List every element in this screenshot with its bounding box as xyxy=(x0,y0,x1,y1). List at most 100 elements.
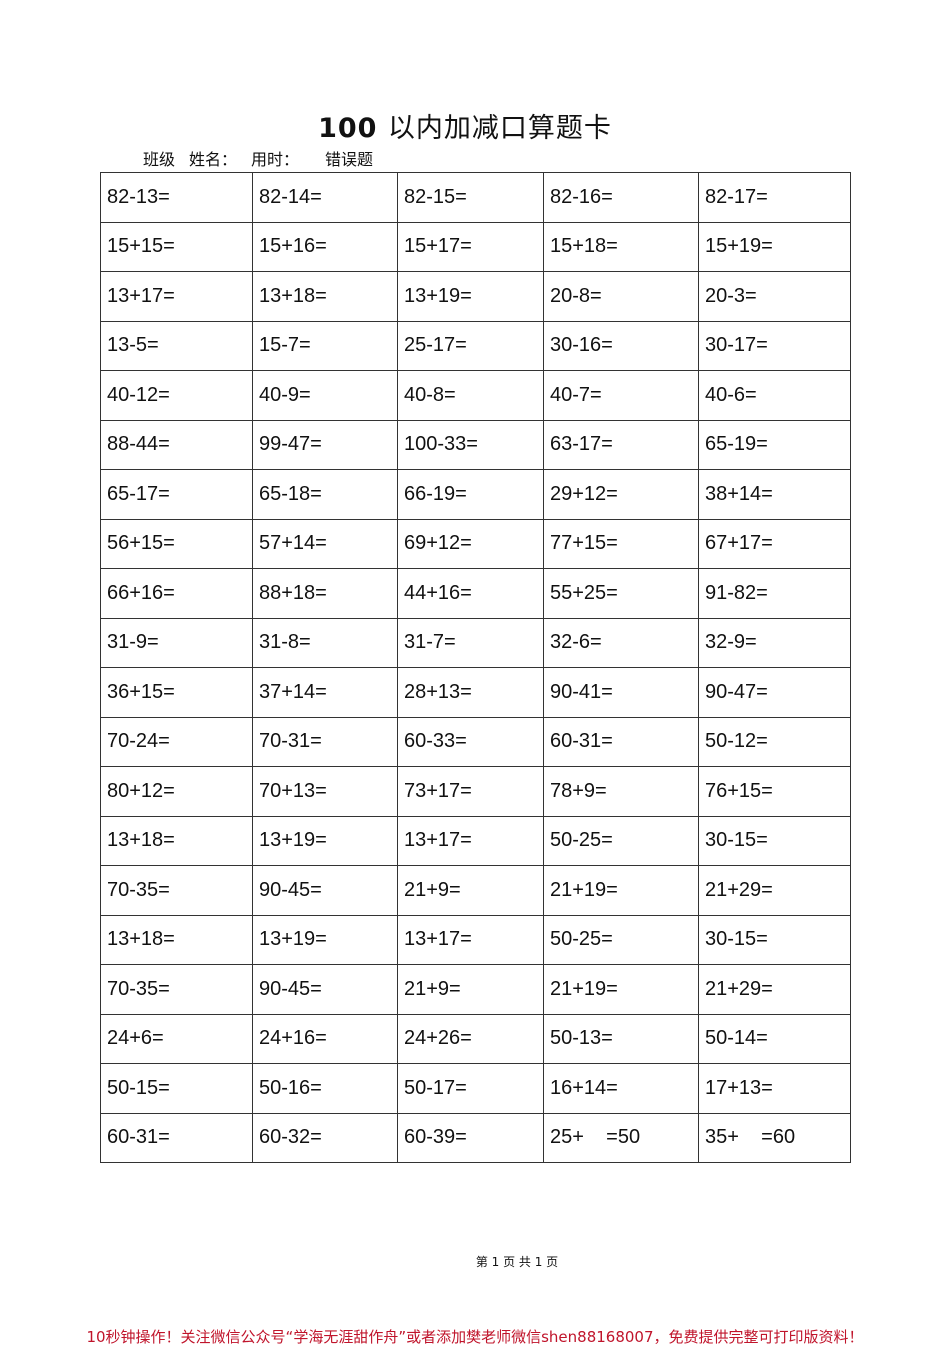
problem-cell: 65-19= xyxy=(698,419,851,470)
table-row: 66+16= 88+18= 44+16= 55+25= 91-82= xyxy=(100,568,851,619)
problem-cell: 16+14= xyxy=(543,1063,699,1114)
problem-cell: 78+9= xyxy=(543,766,699,817)
problem-cell: 30-16= xyxy=(543,320,699,371)
problem-cell: 82-17= xyxy=(698,172,851,223)
problem-cell: 50-13= xyxy=(543,1013,699,1064)
problem-cell: 69+12= xyxy=(397,518,544,569)
problem-cell: 99-47= xyxy=(252,419,398,470)
problem-cell: 50-12= xyxy=(698,716,851,767)
problem-cell: 21+29= xyxy=(698,964,851,1015)
problem-cell: 65-17= xyxy=(100,469,253,520)
table-row: 56+15= 57+14= 69+12= 77+15= 67+17= xyxy=(100,518,851,569)
problem-cell: 57+14= xyxy=(252,518,398,569)
title-number: 100 xyxy=(318,113,378,144)
problem-cell: 82-15= xyxy=(397,172,544,223)
problem-cell: 35+ =60 xyxy=(698,1112,851,1163)
problem-cell: 15-7= xyxy=(252,320,398,371)
problem-cell: 30-15= xyxy=(698,815,851,866)
problem-cell: 82-13= xyxy=(100,172,253,223)
problem-cell: 32-6= xyxy=(543,617,699,668)
name-label: 姓名： xyxy=(189,150,238,169)
problem-cell: 17+13= xyxy=(698,1063,851,1114)
problem-cell: 25+ =50 xyxy=(543,1112,699,1163)
problem-cell: 67+17= xyxy=(698,518,851,569)
problem-cell: 50-25= xyxy=(543,914,699,965)
problem-cell: 60-33= xyxy=(397,716,544,767)
problem-cell: 31-9= xyxy=(100,617,253,668)
problem-cell: 76+15= xyxy=(698,766,851,817)
problem-cell: 21+19= xyxy=(543,865,699,916)
problem-cell: 63-17= xyxy=(543,419,699,470)
table-row: 70-24= 70-31= 60-33= 60-31= 50-12= xyxy=(100,716,851,767)
promo-banner: 10秒钟操作！关注微信公众号“学海无涯甜作舟”或者添加樊老师微信shen8816… xyxy=(86,1328,864,1346)
problem-cell: 50-15= xyxy=(100,1063,253,1114)
problem-cell: 24+26= xyxy=(397,1013,544,1064)
problem-cell: 13+17= xyxy=(397,914,544,965)
problem-cell: 15+17= xyxy=(397,221,544,272)
problem-cell: 82-14= xyxy=(252,172,398,223)
problem-cell: 70-35= xyxy=(100,865,253,916)
problem-cell: 65-18= xyxy=(252,469,398,520)
problem-cell: 44+16= xyxy=(397,568,544,619)
table-row: 13+18= 13+19= 13+17= 50-25= 30-15= xyxy=(100,815,851,866)
problem-cell: 70-35= xyxy=(100,964,253,1015)
problem-cell: 29+12= xyxy=(543,469,699,520)
problem-cell: 70-24= xyxy=(100,716,253,767)
problem-cell: 50-16= xyxy=(252,1063,398,1114)
problem-cell: 15+15= xyxy=(100,221,253,272)
problem-cell: 21+29= xyxy=(698,865,851,916)
problem-cell: 13+18= xyxy=(252,271,398,322)
table-row: 13-5= 15-7= 25-17= 30-16= 30-17= xyxy=(100,320,851,371)
problem-cell: 40-7= xyxy=(543,370,699,421)
problem-cell: 77+15= xyxy=(543,518,699,569)
problem-cell: 91-82= xyxy=(698,568,851,619)
title-text: 以内加减口算题卡 xyxy=(387,113,612,144)
class-label: 班级 xyxy=(143,150,176,169)
problem-cell: 24+16= xyxy=(252,1013,398,1064)
problem-cell: 66-19= xyxy=(397,469,544,520)
problem-cell: 50-25= xyxy=(543,815,699,866)
problem-cell: 13+18= xyxy=(100,815,253,866)
problem-cell: 50-14= xyxy=(698,1013,851,1064)
problem-cell: 100-33= xyxy=(397,419,544,470)
table-row: 31-9= 31-8= 31-7= 32-6= 32-9= xyxy=(100,617,851,668)
table-row: 13+17= 13+18= 13+19= 20-8= 20-3= xyxy=(100,271,851,322)
problem-cell: 88-44= xyxy=(100,419,253,470)
page-title: 100 以内加减口算题卡 xyxy=(0,106,930,145)
problem-cell: 56+15= xyxy=(100,518,253,569)
problem-cell: 38+14= xyxy=(698,469,851,520)
problem-cell: 90-41= xyxy=(543,667,699,718)
table-row: 36+15= 37+14= 28+13= 90-41= 90-47= xyxy=(100,667,851,718)
problem-cell: 36+15= xyxy=(100,667,253,718)
problem-cell: 13+18= xyxy=(100,914,253,965)
table-row: 70-35= 90-45= 21+9= 21+19= 21+29= xyxy=(100,865,851,916)
problem-cell: 31-8= xyxy=(252,617,398,668)
problem-table: 82-13= 82-14= 82-15= 82-16= 82-17= 15+15= 15+1… xyxy=(100,172,851,1163)
page-number: 第 1 页 共 1 页 xyxy=(475,1255,559,1269)
problem-cell: 15+19= xyxy=(698,221,851,272)
table-row: 70-35= 90-45= 21+9= 21+19= 21+29= xyxy=(100,964,851,1015)
problem-cell: 70+13= xyxy=(252,766,398,817)
table-row: 15+15= 15+16= 15+17= 15+18= 15+19= xyxy=(100,221,851,272)
problem-cell: 80+12= xyxy=(100,766,253,817)
problem-cell: 21+9= xyxy=(397,865,544,916)
problem-cell: 13+19= xyxy=(252,815,398,866)
problem-cell: 20-3= xyxy=(698,271,851,322)
problem-cell: 40-9= xyxy=(252,370,398,421)
problem-cell: 13+19= xyxy=(252,914,398,965)
problem-cell: 60-39= xyxy=(397,1112,544,1163)
table-row: 13+18= 13+19= 13+17= 50-25= 30-15= xyxy=(100,914,851,965)
table-row: 24+6= 24+16= 24+26= 50-13= 50-14= xyxy=(100,1013,851,1064)
problem-cell: 60-31= xyxy=(100,1112,253,1163)
problem-cell: 15+18= xyxy=(543,221,699,272)
problem-cell: 13-5= xyxy=(100,320,253,371)
table-row: 65-17= 65-18= 66-19= 29+12= 38+14= xyxy=(100,469,851,520)
wrong-label: 错误题 xyxy=(325,150,374,169)
problem-cell: 21+9= xyxy=(397,964,544,1015)
info-line: 班级 姓名： 用时： 错误题 xyxy=(143,146,387,170)
time-label: 用时： xyxy=(251,150,300,169)
problem-cell: 13+19= xyxy=(397,271,544,322)
table-row: 60-31= 60-32= 60-39= 25+ =50 35+ =60 xyxy=(100,1112,851,1163)
problem-cell: 73+17= xyxy=(397,766,544,817)
table-row: 50-15= 50-16= 50-17= 16+14= 17+13= xyxy=(100,1063,851,1114)
